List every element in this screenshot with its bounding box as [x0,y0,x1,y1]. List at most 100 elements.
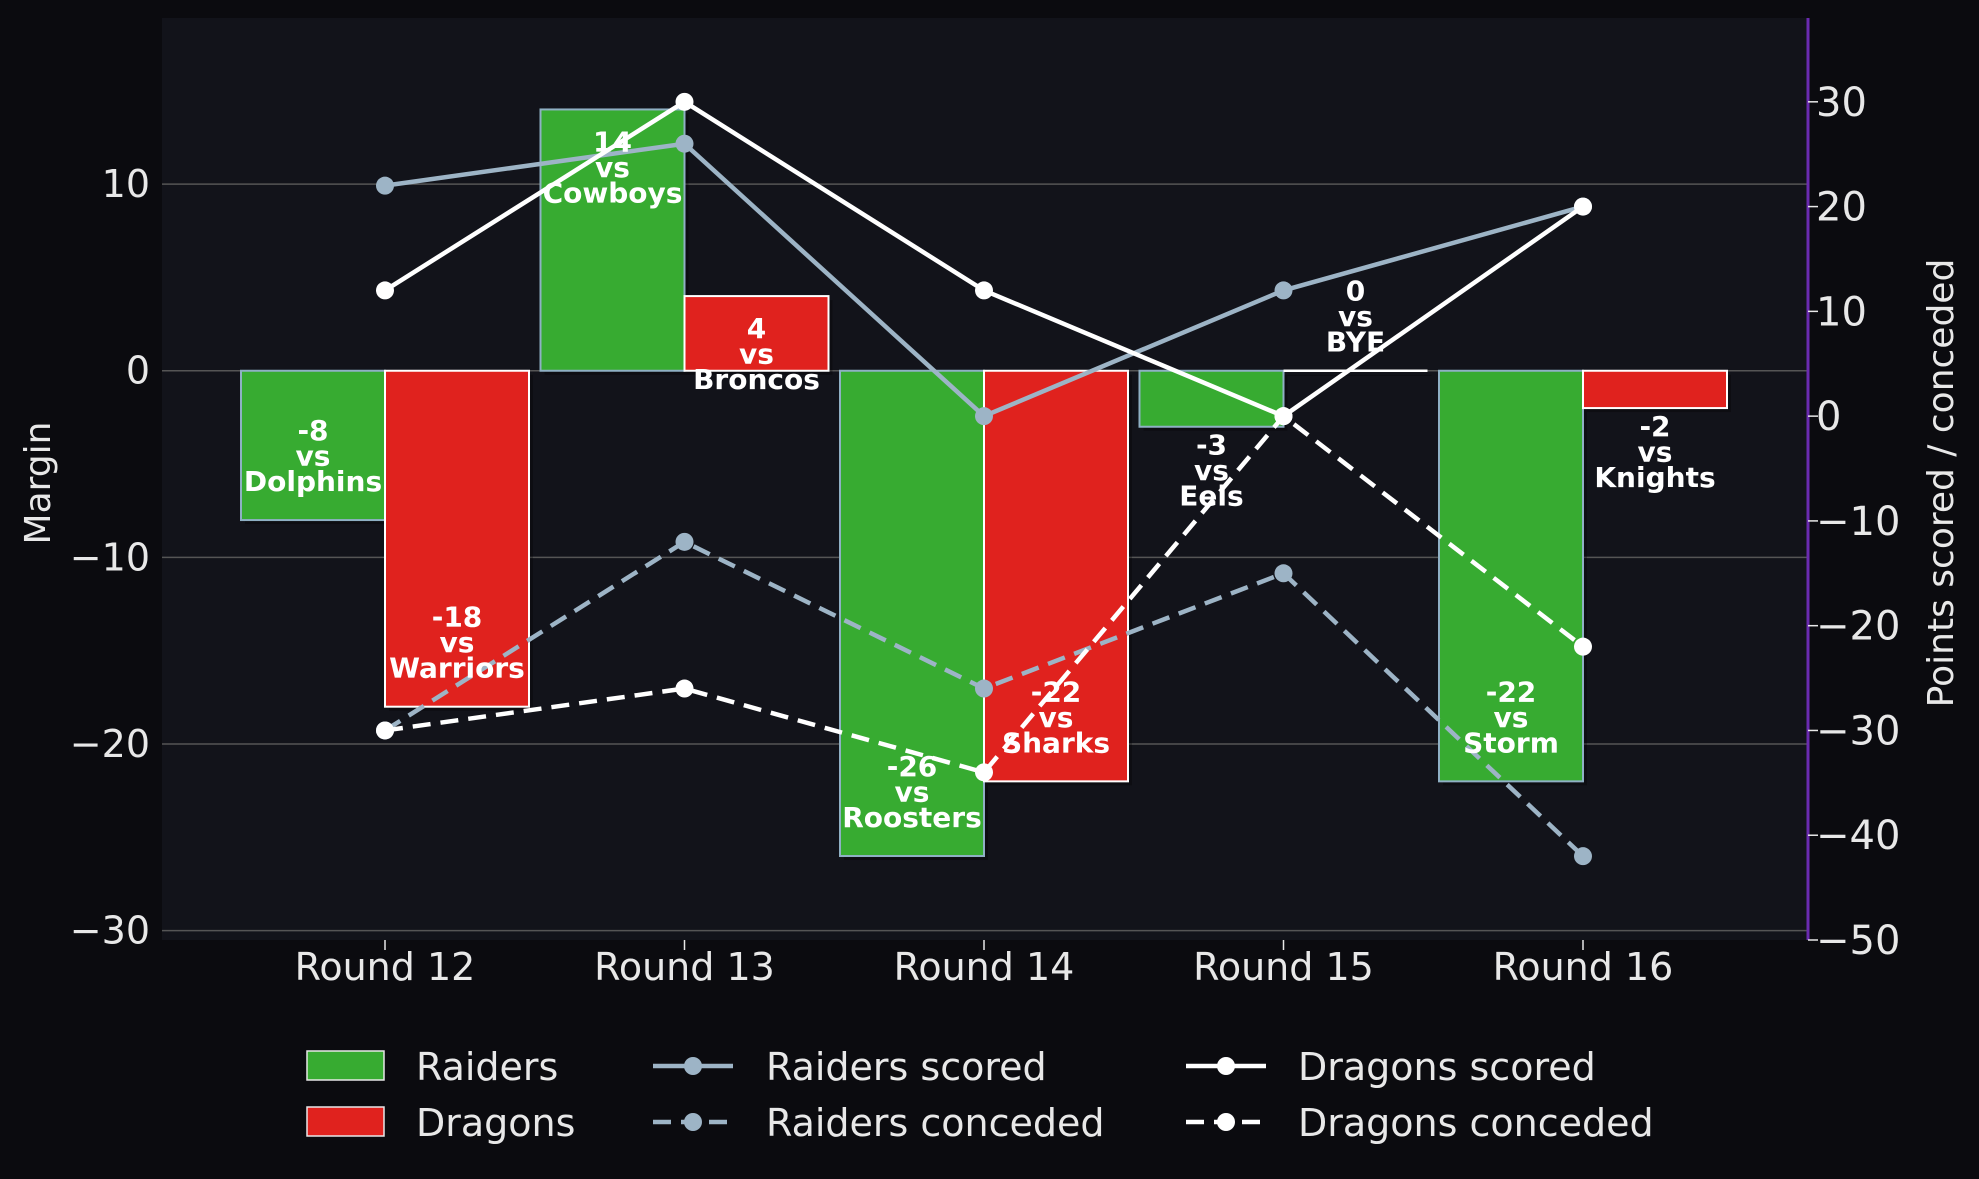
bar-label-line: vs [440,626,475,659]
y-tick-label: 0 [126,349,150,393]
bar-label-line: -2 [1639,410,1670,443]
bar-label: 0 vs BYE [1326,275,1385,359]
legend: Raiders Dragons Raiders scored Raiders conc… [306,1045,1654,1145]
line-point [376,281,394,300]
legend-label: Dragons conceded [1298,1101,1654,1145]
y2-tick-label: −40 [1816,813,1900,859]
x-tick-label: Round 16 [1493,945,1674,989]
y-tick-label: −10 [70,535,150,579]
bar-label-line: Broncos [693,363,820,396]
bar-label: -18 vs Warriors [389,601,525,685]
y2-tick-label: −30 [1816,708,1900,754]
y-tick-label: 10 [102,162,150,206]
bar-label-line: -3 [1196,429,1227,462]
bar-label-line: vs [296,440,331,473]
line-point [1574,847,1592,866]
line-point [975,281,993,300]
line-point [1274,407,1293,426]
bar-label-line: Eels [1179,480,1243,513]
bar-dragons-1 [683,295,830,372]
legend-swatch [306,1050,385,1081]
bar-raiders-4 [1438,369,1584,783]
legend-label: Dragons scored [1298,1045,1596,1089]
bar-label-line: Warriors [389,652,525,685]
bar-label-line: BYE [1326,326,1385,359]
y2-tick-label: −10 [1816,499,1900,545]
legend-marker [684,1113,702,1131]
bar-label-line: 14 [593,125,632,158]
x-tick-label: Round 12 [295,945,476,989]
bar-label-line: Cowboys [543,176,683,209]
line-point [1574,637,1592,656]
ticks: 10 0 −10 −20 −30 30 20 10 0 −10 −20 −30 −40 −50 Round … [70,80,1901,989]
bar-dragons-4 [1582,369,1728,410]
bar-label-line: vs [1638,436,1673,469]
y-tick-label: −30 [70,909,150,953]
legend-marker [684,1057,702,1075]
y2-tick-label: −20 [1816,604,1900,650]
line-point [1574,197,1592,216]
line-point [376,176,394,195]
legend-label: Raiders [416,1045,558,1089]
bar-label-line: vs [1494,701,1529,734]
legend-label: Raiders scored [766,1045,1047,1089]
legend-swatch [306,1106,385,1137]
bar-label-line: vs [1338,300,1373,333]
bar-label: -22 vs Sharks [1002,675,1110,759]
bar-label-line: Storm [1463,726,1559,759]
bar-dragons-0 [384,369,530,708]
line-point [975,679,993,698]
bar-label-line: Knights [1594,461,1715,494]
y2-tick-label: 20 [1816,185,1867,231]
bar-shadow [1287,374,1432,376]
line-point [675,532,694,551]
bar-label-line: Dolphins [244,465,382,498]
y2-tick-label: −50 [1816,918,1900,964]
bar-label: -22 vs Storm [1463,675,1559,759]
bar-raiders-3 [1138,369,1285,428]
bar-label: -8 vs Dolphins [244,414,382,498]
bar-label-line: 4 [747,312,766,345]
bar-label: -3 vs Eels [1179,429,1243,513]
legend-marker [1217,1113,1235,1131]
bar-raiders-2 [839,369,985,858]
bar-label-line: vs [739,338,774,371]
bar-label-line: -8 [297,414,328,447]
bar-label-line: -26 [887,750,938,783]
y2-tick-label: 10 [1816,289,1867,335]
series-lines [376,92,1592,866]
line-point [376,721,394,740]
bar-label: 14 vs Cowboys [543,125,683,209]
line-point [675,134,694,153]
x-tick-label: Round 13 [594,945,775,989]
bar-label-line: Sharks [1002,726,1110,759]
bar-dragons-2 [983,369,1129,783]
bar-label: -26 vs Roosters [842,750,982,834]
y2-tick-label: 30 [1816,80,1867,126]
bar-label-line: vs [1039,701,1074,734]
line-point [975,763,993,782]
y-tick-label: −20 [70,722,150,766]
legend-label: Dragons [416,1101,575,1145]
bar-label-line: -22 [1486,675,1537,708]
bar-label-line: vs [1194,454,1229,487]
y2-tick-label: 0 [1816,394,1841,440]
x-tick-label: Round 15 [1193,945,1374,989]
line-point [975,407,993,426]
legend-marker [1217,1057,1235,1075]
bar-label-line: -18 [432,601,483,634]
legend-label: Raiders conceded [766,1101,1105,1145]
line-point [1274,281,1293,300]
bar-label: 4 vs Broncos [693,312,820,396]
bar-label-line: Roosters [842,801,982,834]
y-axis-title: Margin [18,422,59,545]
bar-label-line: -22 [1031,675,1082,708]
x-tick-label: Round 14 [894,945,1075,989]
line-point [1274,564,1293,583]
line-point [675,679,694,698]
line-point [675,92,694,111]
bar-label-line: vs [895,776,930,809]
bar-label: -2 vs Knights [1594,410,1715,494]
